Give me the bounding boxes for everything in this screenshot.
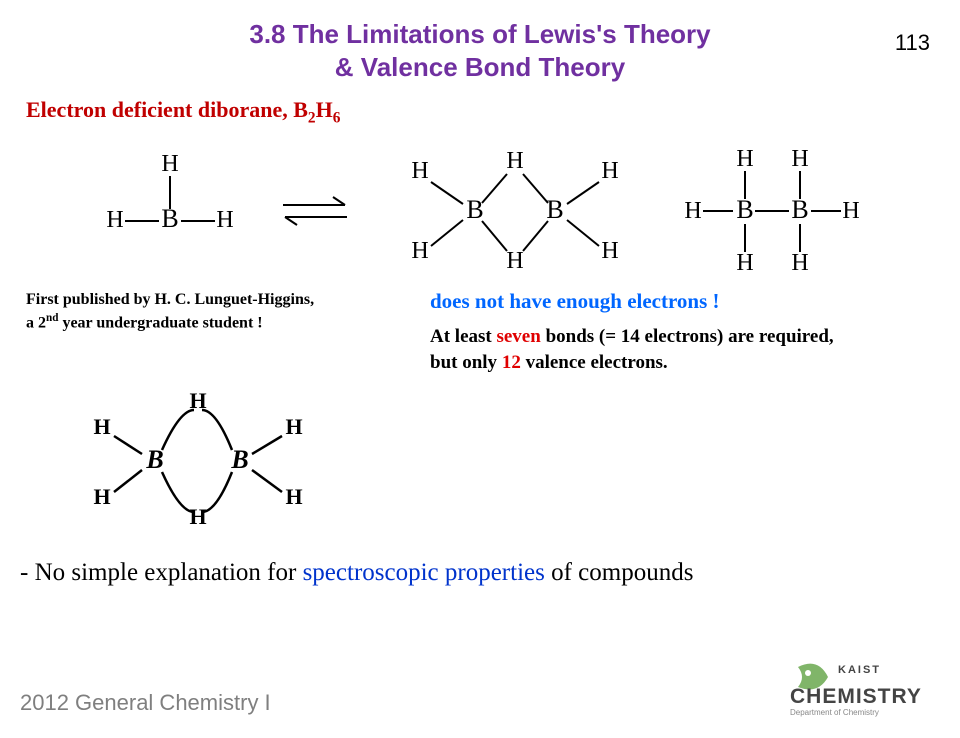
atom-b: B <box>791 195 808 224</box>
atom-h: H <box>93 484 110 509</box>
note-left-line2b: year undergraduate student ! <box>58 314 262 331</box>
atom-h: H <box>791 250 808 276</box>
bond <box>482 174 507 203</box>
note-left-sup: nd <box>46 312 58 324</box>
atom-h: H <box>736 250 753 276</box>
bond <box>431 220 463 246</box>
atom-h: H <box>736 146 753 172</box>
footer-text: 2012 General Chemistry I <box>20 690 271 716</box>
title-line-1: 3.8 The Limitations of Lewis's Theory <box>249 19 710 49</box>
atom-h: H <box>506 148 523 174</box>
atom-h: H <box>285 484 302 509</box>
kaist-chemistry-logo: KAIST CHEMISTRY Department of Chemistry <box>788 655 938 724</box>
first-published-note: First published by H. C. Lunguet-Higgins… <box>26 289 376 375</box>
atom-h: H <box>842 198 859 224</box>
atom-h: H <box>106 207 123 233</box>
logo-chemistry: CHEMISTRY <box>790 685 922 708</box>
ec-seven: seven <box>496 326 540 347</box>
atom-h: H <box>506 248 523 274</box>
atom-h: H <box>411 238 428 264</box>
ec-d: valence electrons. <box>521 352 668 373</box>
atom-h: H <box>161 151 178 177</box>
conclusion-blue: spectroscopic properties <box>303 559 545 586</box>
atom-b: B <box>145 445 163 474</box>
bond <box>252 436 282 454</box>
b2h6-classical-structure: B B H H H H H H <box>675 146 865 276</box>
banana-bond <box>162 410 194 450</box>
banana-bond <box>202 410 232 450</box>
electron-count-note: At least seven bonds (= 14 electrons) ar… <box>430 324 930 375</box>
logo-dot-icon <box>805 670 811 676</box>
bond <box>567 220 599 246</box>
subhead-sub2: 6 <box>333 109 341 126</box>
atom-b: B <box>466 195 483 224</box>
atom-h: H <box>93 414 110 439</box>
ec-twelve: 12 <box>502 352 521 373</box>
title-line-2: & Valence Bond Theory <box>335 52 625 82</box>
bond <box>114 436 142 454</box>
diagram-row: B H H H B B H H H H H H B B <box>0 141 960 281</box>
ec-c: but only <box>430 352 502 373</box>
b2h6-bridged-structure: B B H H H H H H <box>385 146 645 276</box>
page-number: 113 <box>895 30 930 56</box>
note-right: does not have enough electrons ! At leas… <box>430 289 930 375</box>
notes-row: First published by H. C. Lunguet-Higgins… <box>0 289 960 375</box>
note-left-line2a: a 2 <box>26 314 46 331</box>
slide-title: 3.8 The Limitations of Lewis's Theory & … <box>0 18 960 83</box>
subhead-sub1: 2 <box>308 109 316 126</box>
note-left-line1: First published by H. C. Lunguet-Higgins… <box>26 291 314 308</box>
atom-h: H <box>285 414 302 439</box>
conclusion-line: - No simple explanation for spectroscopi… <box>20 559 960 587</box>
bond <box>252 470 282 492</box>
bond <box>567 182 599 204</box>
subheading: Electron deficient diborane, B2H6 <box>26 97 960 127</box>
atom-h: H <box>791 146 808 172</box>
bond <box>523 221 548 251</box>
atom-h: H <box>189 504 206 529</box>
hand-drawn-diagram: B B H H H H H H <box>70 388 960 533</box>
atom-h: H <box>601 158 618 184</box>
not-enough-electrons: does not have enough electrons ! <box>430 289 930 314</box>
subhead-text-a: Electron deficient diborane, B <box>26 97 308 122</box>
atom-h: H <box>601 238 618 264</box>
bond <box>482 221 507 251</box>
ec-a: At least <box>430 326 496 347</box>
logo-kaist: KAIST <box>838 664 881 676</box>
bond <box>523 174 548 203</box>
conclusion-b: of compounds <box>545 559 694 586</box>
bond <box>431 182 463 204</box>
atom-h: H <box>411 158 428 184</box>
atom-b: B <box>736 195 753 224</box>
atom-h: H <box>216 207 233 233</box>
ec-b: bonds (= 14 electrons) are required, <box>541 326 834 347</box>
logo-dept: Department of Chemistry <box>790 708 879 717</box>
bond <box>114 470 142 492</box>
equilibrium-arrows-icon <box>275 191 355 231</box>
conclusion-a: - No simple explanation for <box>20 559 303 586</box>
atom-h: H <box>684 198 701 224</box>
atom-b: B <box>546 195 563 224</box>
bh3-structure: B H H H <box>95 151 245 271</box>
subhead-mid: H <box>316 97 333 122</box>
